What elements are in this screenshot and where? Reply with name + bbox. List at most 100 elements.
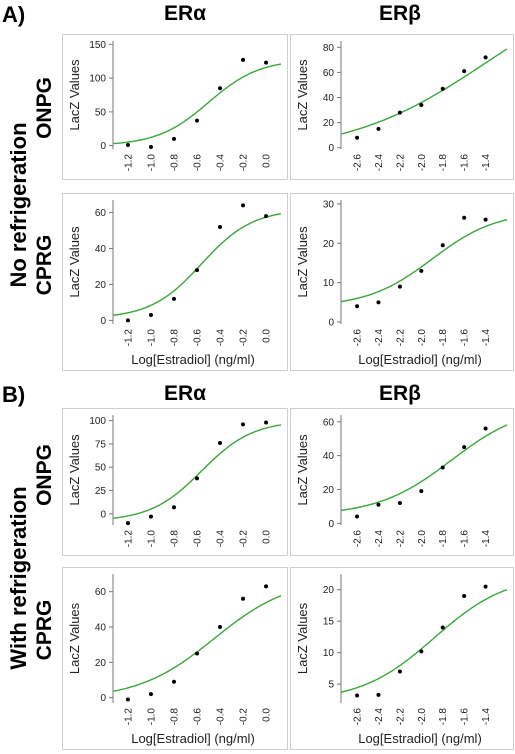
assay-label-onpg-b: ONPG [33, 444, 56, 506]
y-tick-label: 20 [95, 658, 107, 669]
data-point [483, 217, 488, 222]
section-b-label: B) [2, 382, 26, 407]
data-point [241, 422, 246, 427]
y-tick-label: 50 [95, 107, 107, 118]
data-point [218, 224, 223, 229]
fit-curve [112, 63, 282, 145]
y-tick-label: 50 [95, 463, 107, 474]
x-tick-label: -2.4 [374, 530, 385, 548]
data-point [125, 142, 130, 147]
data-point [264, 584, 269, 589]
x-tick-label: -1.0 [146, 154, 157, 172]
chart-panel-b-onpg-erb: 0 20 40 60 LacZ Values -2.6 -2.4 -2.2 -2.0 -1.8 -1… [290, 408, 514, 556]
data-point [462, 445, 467, 450]
y-tick-label: 20 [323, 239, 335, 250]
x-tick-label: -1.8 [438, 708, 449, 726]
condition-label-with-refrigeration: With refrigeration [6, 486, 31, 670]
fit-curve [112, 424, 282, 519]
data-point [397, 501, 402, 505]
fit-curve [340, 48, 508, 135]
y-axis-label: LacZ Values [295, 226, 310, 298]
data-point [148, 514, 153, 519]
x-tick-label: -2.4 [374, 329, 385, 347]
chart-panel-b-onpg-era: 0 25 50 75 100 LacZ Values -1.2 -1.0 -0.8 -0.6 -0.… [62, 408, 288, 556]
x-tick-label: -2.6 [353, 154, 364, 172]
y-tick-label: 60 [95, 208, 107, 219]
data-point [355, 693, 360, 698]
x-tick-label: -1.4 [481, 154, 492, 172]
y-tick-label: 10 [323, 648, 335, 659]
y-tick-label: 0 [100, 316, 106, 327]
y-tick-label: 40 [323, 93, 335, 104]
y-tick-label: 20 [323, 118, 335, 129]
data-point [397, 110, 402, 115]
y-tick-label: 10 [323, 278, 335, 289]
y-tick-label: 150 [89, 40, 106, 51]
section-a-label: A) [2, 2, 26, 27]
chart-panel-a-onpg-erb: 0 20 40 60 80 LacZ Values -2.6 -2.4 -2.2 -2.0 -1.8… [290, 34, 514, 180]
chart-panel-a-cprg-erb: 0 10 20 30 LacZ Values -2.6 -2.4 -2.2 -2.0 -1.8 -1… [290, 193, 514, 371]
data-point [148, 313, 153, 318]
x-tick-label: -2.0 [417, 530, 428, 548]
x-tick-label: -1.6 [460, 329, 471, 347]
fit-curve [340, 219, 508, 303]
data-point [195, 268, 199, 273]
assay-label-cprg-a: CPRG [33, 234, 56, 296]
data-point [483, 55, 488, 60]
data-point [148, 144, 153, 149]
x-tick-label: -2.2 [395, 530, 406, 548]
x-tick-label: -1.6 [460, 708, 471, 726]
x-tick-label: -0.6 [193, 530, 204, 548]
chart-panel-b-cprg-erb: 5 10 15 20 LacZ Values -2.6 -2.4 -2.2 -2.0 -1.8 -1… [290, 567, 514, 750]
data-point [397, 669, 402, 674]
x-tick-label: 0.0 [262, 154, 273, 168]
x-tick-label: -2.6 [353, 530, 364, 548]
data-point [241, 203, 246, 208]
x-tick-label: -0.8 [169, 154, 180, 172]
x-tick-label: -2.0 [417, 329, 428, 347]
x-tick-label: -1.2 [123, 708, 134, 726]
data-point [125, 697, 130, 702]
data-point [241, 57, 246, 62]
data-point [419, 489, 424, 494]
x-tick-label: -2.6 [353, 329, 364, 347]
x-tick-label: 0.0 [262, 329, 273, 343]
data-point [397, 284, 402, 289]
y-axis-label: LacZ Values [67, 434, 82, 506]
data-point [171, 136, 176, 141]
y-tick-label: 20 [323, 485, 335, 496]
data-point [241, 596, 246, 601]
y-tick-label: 60 [323, 417, 335, 428]
y-tick-label: 100 [89, 416, 106, 427]
col-header-erb: ERβ [379, 2, 421, 25]
data-point [264, 420, 269, 425]
x-axis-label: Log[Estradiol] (ng/ml) [358, 352, 482, 367]
x-tick-label: -1.0 [146, 708, 157, 726]
data-point [440, 243, 445, 248]
data-point [462, 215, 467, 220]
y-tick-label: 30 [323, 199, 335, 210]
y-tick-label: 20 [95, 280, 107, 291]
data-point [376, 126, 381, 131]
data-point [440, 625, 445, 630]
y-tick-label: 75 [95, 439, 107, 450]
data-point [462, 69, 467, 74]
x-tick-label: -1.2 [123, 154, 134, 172]
data-point [148, 692, 153, 697]
x-tick-label: -0.4 [216, 708, 227, 726]
y-tick-label: 40 [323, 451, 335, 462]
fit-curve [340, 588, 508, 693]
y-axis-label: LacZ Values [295, 59, 310, 131]
data-point [195, 118, 199, 123]
x-tick-label: -1.8 [438, 154, 449, 172]
y-tick-label: 40 [95, 244, 107, 255]
y-tick-label: 15 [323, 617, 335, 628]
data-point [376, 502, 381, 507]
data-point [355, 135, 360, 140]
data-point [376, 692, 381, 697]
data-point [218, 625, 223, 630]
data-point [440, 86, 445, 91]
x-tick-label: -2.4 [374, 708, 385, 726]
y-tick-label: 60 [95, 587, 107, 598]
x-tick-label: -0.6 [193, 329, 204, 347]
